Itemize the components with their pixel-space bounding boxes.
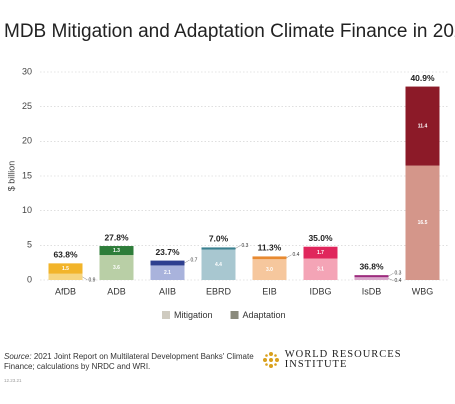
date: 12.23.21 [4, 378, 22, 383]
value-label: 11.4 [418, 123, 428, 129]
logo-text: WORLD RESOURCES INSTITUTE [284, 349, 402, 370]
y-tick-label: 20 [22, 136, 32, 146]
value-label: 0.4 [293, 252, 300, 258]
source: Source: 2021 Joint Report on Multilatera… [4, 352, 254, 372]
source-label: Source: [4, 352, 32, 361]
value-label: 1.3 [113, 248, 120, 254]
value-label: 3.1 [317, 267, 324, 273]
y-tick-label: 5 [27, 240, 32, 250]
bar-segment [99, 255, 134, 280]
bar-segment [303, 258, 338, 280]
bar-segment [48, 263, 83, 274]
value-label: 16.5 [418, 220, 428, 226]
value-label: 3.6 [113, 265, 120, 271]
bar-segment [99, 246, 134, 256]
share-label: 7.0% [209, 234, 229, 244]
y-tick-label: 15 [22, 170, 32, 180]
y-axis-label: $ billion [6, 161, 16, 192]
logo-icon [263, 352, 279, 368]
x-tick-label: AfDB [55, 286, 76, 296]
x-tick-label: EIB [262, 286, 277, 296]
x-tick-label: IsDB [362, 286, 382, 296]
bar-segment [252, 256, 287, 260]
legend-swatch [162, 311, 170, 319]
label-leader [286, 254, 292, 258]
value-label: 4.4 [215, 262, 222, 268]
label-leader [235, 245, 241, 249]
y-tick-label: 10 [22, 205, 32, 215]
y-tick-label: 0 [27, 274, 32, 284]
y-tick-label: 30 [22, 66, 32, 76]
label-leader [388, 278, 394, 281]
bar-segment [150, 260, 185, 266]
x-tick-label: IDBG [309, 286, 331, 296]
share-label: 40.9% [410, 73, 435, 83]
bar-segment [405, 86, 440, 166]
source-text: 2021 Joint Report on Multilateral Develo… [4, 352, 254, 371]
chart: MDB Mitigation and Adaptation Climate Fi… [4, 21, 455, 320]
legend-label: Adaptation [243, 310, 286, 320]
value-label: 2.1 [164, 270, 171, 276]
share-label: 36.8% [359, 261, 384, 271]
logo: WORLD RESOURCES INSTITUTE [262, 349, 455, 370]
value-label: 1.7 [317, 250, 324, 256]
y-tick-label: 25 [22, 101, 32, 111]
bar-segment [405, 165, 440, 280]
value-label: 0.3 [395, 271, 402, 277]
legend-swatch [230, 311, 239, 319]
label-leader [82, 276, 88, 281]
value-label: 0.4 [395, 278, 402, 284]
label-leader [388, 273, 394, 277]
x-tick-label: EBRD [206, 286, 232, 296]
share-label: 27.8% [104, 232, 129, 242]
bar-segment [150, 265, 185, 280]
bar-segment [201, 247, 236, 250]
share-label: 35.0% [308, 233, 333, 243]
label-leader [184, 259, 190, 264]
value-label: 0.9 [89, 277, 96, 283]
legend-label: Mitigation [174, 310, 213, 320]
x-tick-label: ADB [107, 286, 126, 296]
share-label: 63.8% [53, 250, 78, 260]
bar-segment [201, 249, 236, 280]
share-label: 23.7% [155, 247, 180, 257]
value-label: 3.0 [266, 267, 273, 273]
share-label: 11.3% [258, 243, 282, 253]
chart-title: MDB Mitigation and Adaptation Climate Fi… [4, 21, 455, 42]
x-tick-label: WBG [412, 286, 434, 296]
bar-segment [252, 259, 287, 280]
value-label: 1.5 [62, 266, 69, 272]
bar-segment [354, 275, 389, 278]
bar-segment [354, 277, 389, 280]
x-tick-label: AIIB [159, 286, 176, 296]
value-label: 0.3 [242, 243, 249, 249]
value-label: 0.7 [191, 257, 198, 263]
bar-segment [303, 246, 338, 259]
bar-segment [48, 273, 83, 280]
